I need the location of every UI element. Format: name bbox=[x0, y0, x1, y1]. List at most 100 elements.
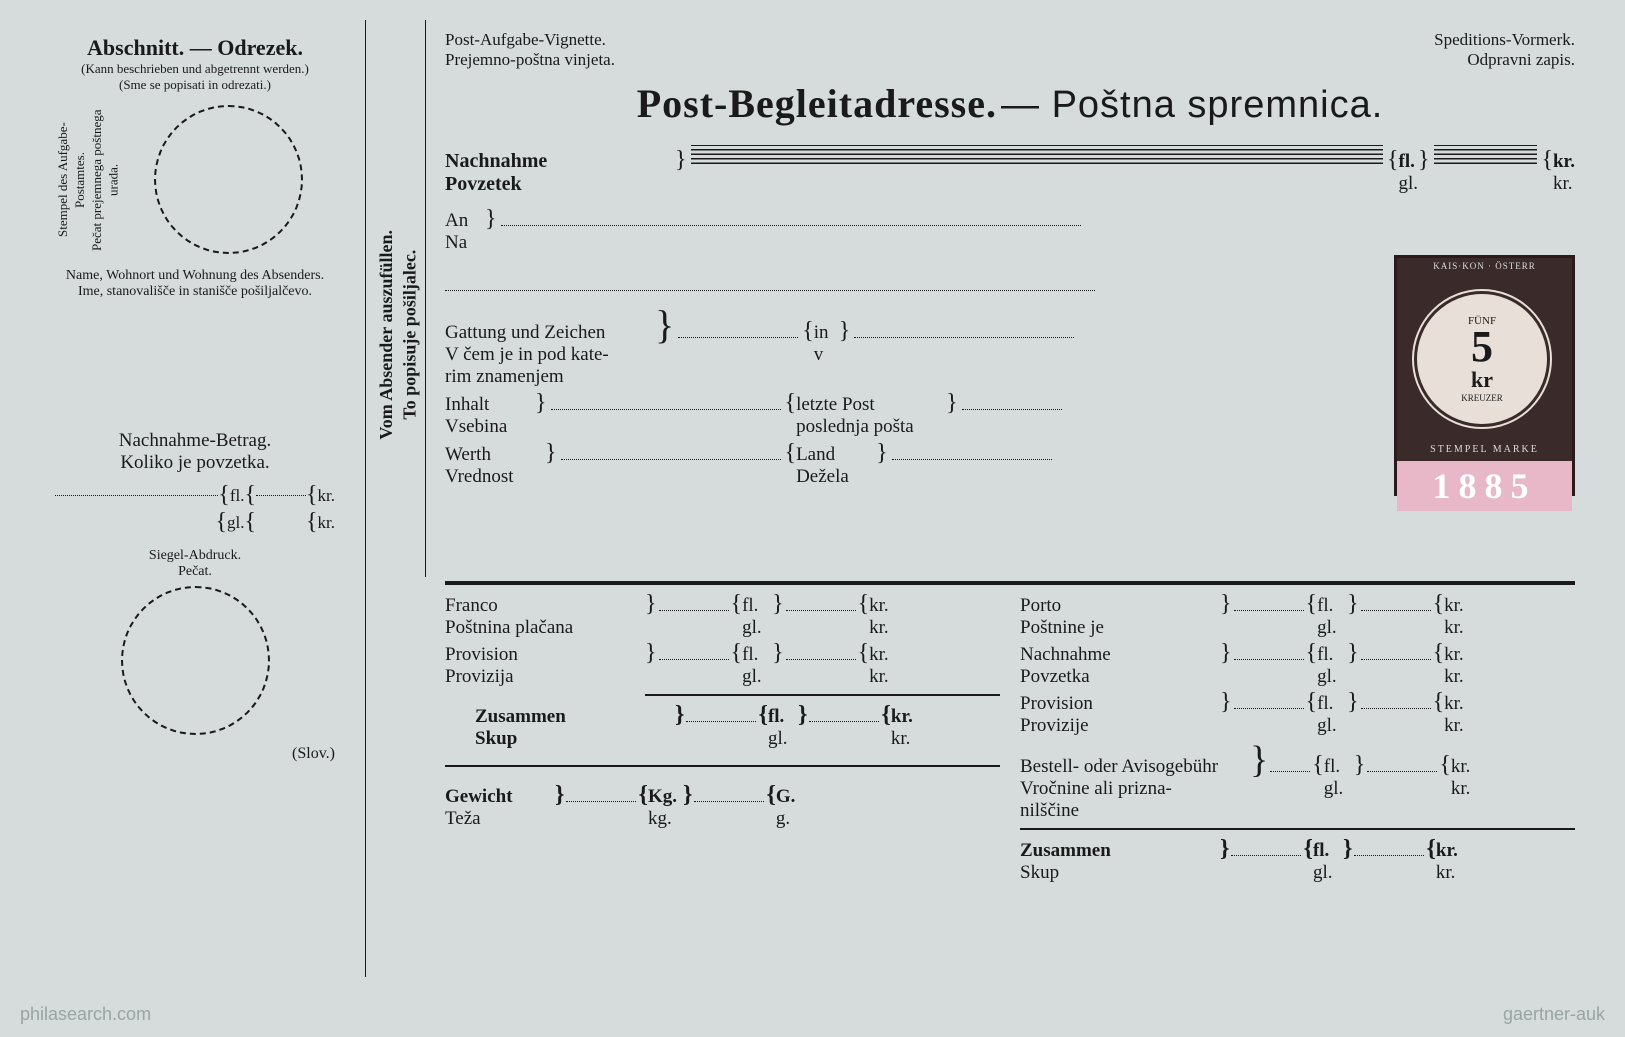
addr-line-2 bbox=[445, 274, 1095, 291]
abschnitt-sub-de: (Kann beschrieben und abgetrennt werden.… bbox=[55, 61, 335, 77]
bestell-sl2: nilščine bbox=[1020, 800, 1250, 822]
porto-sl: Poštnine je bbox=[1020, 617, 1220, 639]
t-kr3: kr. bbox=[891, 706, 921, 728]
stamp-top: KAIS·KON · ÖSTERR bbox=[1397, 258, 1572, 274]
t-fl3: fl. bbox=[768, 706, 798, 728]
cod-sl: Koliko je povzetka. bbox=[55, 452, 335, 474]
r-fl3: fl. bbox=[1317, 693, 1347, 715]
nach2-de: Nachnahme bbox=[1020, 644, 1220, 666]
prov2-sl: Provizije bbox=[1020, 715, 1220, 737]
r-kr5: kr. bbox=[1436, 840, 1466, 862]
gew-sl: Teža bbox=[445, 808, 555, 830]
abschnitt-title: Abschnitt. — Odrezek. bbox=[55, 35, 335, 61]
cod-kr: kr. bbox=[318, 486, 335, 506]
lang-tag: (Slov.) bbox=[55, 745, 335, 763]
werth-de: Werth bbox=[445, 444, 545, 466]
vignette-de: Post-Aufgabe-Vignette. bbox=[445, 30, 615, 50]
inhalt-de: Inhalt bbox=[445, 394, 535, 416]
headline-sl: Poštna spremnica. bbox=[1052, 84, 1384, 126]
r-kr2b: kr. bbox=[1444, 666, 1474, 688]
n-fl: fl. bbox=[1399, 151, 1419, 173]
watermark-right: gaertner-auk bbox=[1503, 1004, 1605, 1025]
porto-de: Porto bbox=[1020, 595, 1220, 617]
vignette-sl: Prejemno-poštna vinjeta. bbox=[445, 50, 615, 70]
sender-fill-de: Vom Absender auszufüllen. bbox=[376, 230, 396, 440]
n-gl: gl. bbox=[1399, 173, 1419, 195]
stamp-val: 5 bbox=[1471, 327, 1493, 367]
werth-sl: Vrednost bbox=[445, 466, 545, 488]
n-kr: kr. bbox=[1553, 151, 1575, 173]
table-right: Porto Poštnine je } {fl.gl. } {kr.kr. Na… bbox=[1020, 590, 1575, 885]
letzte-sl: poslednja pošta bbox=[796, 416, 946, 438]
r-kr5b: kr. bbox=[1436, 862, 1466, 884]
kg-de: Kg. bbox=[648, 786, 683, 808]
r-gl1: gl. bbox=[1317, 617, 1347, 639]
r-kr1: kr. bbox=[1444, 595, 1474, 617]
headline-de: Post-Begleitadresse. bbox=[637, 81, 997, 126]
stamp-year: 1885 bbox=[1397, 461, 1572, 511]
kg-sl: kg. bbox=[648, 808, 683, 830]
prov2-de: Provision bbox=[1020, 693, 1220, 715]
rule-1 bbox=[365, 20, 366, 977]
r-fl1: fl. bbox=[1317, 595, 1347, 617]
t-gl2: gl. bbox=[742, 666, 772, 688]
cod-fl: fl. bbox=[230, 486, 245, 506]
prov-sl: Provizija bbox=[445, 666, 645, 688]
rule-2 bbox=[425, 20, 426, 577]
bottom-table: Franco Poštnina plačana } {fl.gl. } {kr.… bbox=[445, 590, 1575, 885]
sender-sl: Ime, stanovališče in stanišče pošiljalče… bbox=[55, 284, 335, 300]
land-de: Land bbox=[796, 444, 876, 466]
zus2-de: Zusammen bbox=[1020, 840, 1220, 862]
inhalt-sl: Vsebina bbox=[445, 416, 535, 438]
nachnahme-row: Nachnahme Povzetek } { fl. gl. } { kr. k… bbox=[445, 145, 1575, 196]
an-line bbox=[501, 206, 1081, 226]
letzte-de: letzte Post bbox=[796, 394, 946, 416]
an-de: An bbox=[445, 210, 485, 232]
stamp-kreuzer: KREUZER bbox=[1461, 393, 1503, 403]
franco-de: Franco bbox=[445, 595, 645, 617]
stamp-area-1: Stempel des Aufgabe-Postamtes. Pečat pre… bbox=[55, 99, 335, 260]
abschnitt-de: Abschnitt. — bbox=[87, 35, 217, 60]
zus-sl: Skup bbox=[475, 728, 675, 750]
abschnitt-sl: Odrezek. bbox=[217, 35, 303, 60]
prov-de: Provision bbox=[445, 644, 645, 666]
t-gl3: gl. bbox=[768, 728, 798, 750]
zus2-sl: Skup bbox=[1020, 862, 1220, 884]
stamp-circle-2 bbox=[121, 586, 270, 735]
cod-gl: gl. bbox=[227, 513, 244, 533]
gattung-sl1: V čem je in pod kate- bbox=[445, 344, 655, 366]
top-labels: Post-Aufgabe-Vignette. Prejemno-poštna v… bbox=[445, 30, 1575, 70]
nachnahme-sl: Povzetek bbox=[445, 173, 675, 196]
r-fl5: fl. bbox=[1313, 840, 1343, 862]
abschnitt-sub-sl: (Sme se popisati in odrezati.) bbox=[55, 77, 335, 93]
gattung-de: Gattung und Zeichen bbox=[445, 322, 655, 344]
an-row: An Na } bbox=[445, 206, 1575, 254]
g-de: G. bbox=[776, 786, 806, 808]
t-kr2b: kr. bbox=[869, 666, 899, 688]
bestell-de: Bestell- oder Avisogebühr bbox=[1020, 756, 1250, 778]
r-kr4: kr. bbox=[1451, 756, 1481, 778]
g-sl: g. bbox=[776, 808, 806, 830]
stamp-vert-de: Stempel des Aufgabe-Postamtes. bbox=[55, 122, 87, 237]
watermark-left: philasearch.com bbox=[20, 1004, 151, 1025]
t-kr1: kr. bbox=[869, 595, 899, 617]
hatched-2 bbox=[1434, 145, 1538, 167]
r-kr3: kr. bbox=[1444, 693, 1474, 715]
hatched-1 bbox=[691, 145, 1383, 167]
cod-amount-row2: { gl. { { kr. bbox=[55, 509, 335, 536]
r-fl2: fl. bbox=[1317, 644, 1347, 666]
an-sl: Na bbox=[445, 232, 485, 254]
t-fl1: fl. bbox=[742, 595, 772, 617]
seal-sl: Pečat. bbox=[55, 564, 335, 580]
t-gl1: gl. bbox=[742, 617, 772, 639]
t-fl2: fl. bbox=[742, 644, 772, 666]
main-hrule bbox=[445, 581, 1575, 585]
stamp-circle-1 bbox=[154, 105, 303, 254]
headline: Post-Begleitadresse. — Poštna spremnica. bbox=[445, 80, 1575, 127]
r-kr4b: kr. bbox=[1451, 778, 1481, 800]
revenue-stamp: KAIS·KON · ÖSTERR FÜNF 5 kr KREUZER STEM… bbox=[1394, 255, 1575, 496]
nach2-sl: Povzetka bbox=[1020, 666, 1220, 688]
stamp-unit: kr bbox=[1471, 367, 1493, 393]
nachnahme-de: Nachnahme bbox=[445, 150, 675, 173]
spedition-de: Speditions-Vormerk. bbox=[1434, 30, 1575, 50]
